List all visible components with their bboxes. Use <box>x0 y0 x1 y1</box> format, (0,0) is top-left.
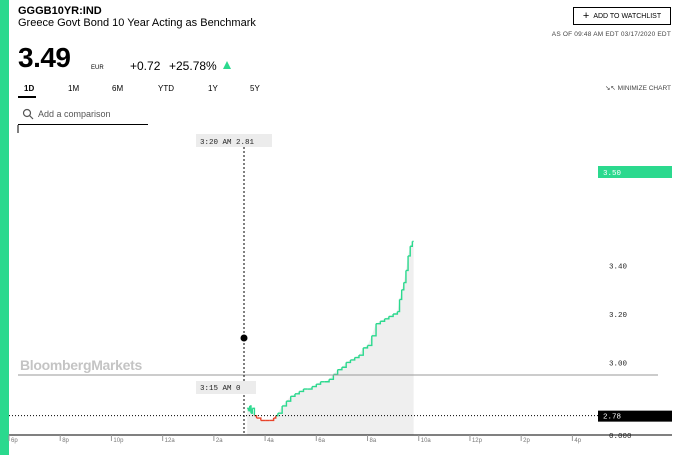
price-line-segment <box>324 379 330 383</box>
price-line-segment <box>399 289 403 301</box>
search-icon <box>22 108 34 120</box>
area-fill <box>247 241 414 435</box>
price-line-segment <box>290 393 296 397</box>
price-line-segment <box>363 345 369 349</box>
price-line-segment <box>397 299 401 313</box>
price-change: +0.72 <box>130 59 161 73</box>
price-line-segment <box>358 347 364 356</box>
currency-label: EUR <box>91 65 104 71</box>
price-line-segment <box>316 381 322 385</box>
price-line-segment <box>393 311 399 315</box>
watermark-text: BloombergMarkets <box>20 357 143 373</box>
price-line-segment <box>251 408 253 414</box>
price-line-segment <box>401 282 405 291</box>
accent-bar <box>0 0 9 455</box>
previous-close-tag <box>598 410 672 422</box>
price-line-segment <box>282 401 288 407</box>
price-line-segment <box>269 418 275 422</box>
price-line-segment <box>277 405 283 414</box>
price-line-segment <box>350 357 356 361</box>
crosshair-bottom-label: 3:15 AM 0 <box>200 385 241 393</box>
price-change-percent: +25.78% <box>169 59 217 73</box>
security-name: Greece Govt Bond 10 Year Acting as Bench… <box>18 17 256 29</box>
x-tick-label: 6p <box>11 438 18 444</box>
price-line-segment <box>371 323 377 337</box>
price-line-segment <box>273 415 277 419</box>
ticker-symbol: GGGB10YR:IND <box>18 5 102 17</box>
tab-6m[interactable]: 6M <box>112 84 124 93</box>
tab-1y[interactable]: 1Y <box>208 84 218 93</box>
price-line-segment <box>252 407 256 416</box>
minimize-chart-button[interactable]: ↘↖ MINIMIZE CHART <box>605 84 671 92</box>
price-line-segment <box>286 396 292 402</box>
x-tick-label: 4p <box>574 438 581 444</box>
price-line-segment <box>367 335 373 347</box>
add-to-watchlist-button[interactable]: + ADD TO WATCHLIST <box>573 7 671 25</box>
current-value-tag <box>598 166 672 178</box>
price-line-segment <box>312 384 318 388</box>
price-line-segment <box>403 270 407 284</box>
previous-close-label: 2.78 <box>603 414 621 422</box>
price-line-segment <box>329 374 335 381</box>
price-line-segment <box>247 407 250 411</box>
x-tick-label: 8a <box>370 438 377 444</box>
tab-ytd[interactable]: YTD <box>158 84 174 93</box>
price-line-segment <box>307 386 313 390</box>
price-line-segment <box>248 405 251 412</box>
crosshair-point <box>240 334 248 342</box>
price-line-segment <box>384 316 390 320</box>
x-tick-label: 12p <box>472 438 483 444</box>
add-to-watchlist-label: ADD TO WATCHLIST <box>593 12 662 20</box>
y-tick-label: 3.40 <box>609 264 628 272</box>
price-line-segment <box>337 367 343 371</box>
price-line-segment <box>408 246 411 257</box>
add-comparison-input[interactable] <box>18 103 148 125</box>
price-line-segment <box>376 321 382 325</box>
minimize-chart-label: MINIMIZE CHART <box>617 85 671 92</box>
price-line-segment <box>388 314 394 318</box>
x-tick-label: 10a <box>421 438 432 444</box>
tab-5y[interactable]: 5Y <box>250 84 260 93</box>
x-tick-label: 6a <box>318 438 325 444</box>
price-line-segment <box>249 405 252 414</box>
time-range-tabs: 1D 1M 6M YTD 1Y 5Y <box>18 82 278 98</box>
x-tick-label: 2a <box>216 438 223 444</box>
y-tick-label: 0.000 <box>609 433 632 441</box>
crosshair-top-label-bg <box>196 134 272 147</box>
x-tick-label: 2p <box>523 438 530 444</box>
x-tick-label: 12a <box>165 438 176 444</box>
tab-1d[interactable]: 1D <box>24 84 35 93</box>
tab-1m[interactable]: 1M <box>68 84 80 93</box>
price-line-segment <box>354 355 360 359</box>
price-chart[interactable]: BloombergMarkets 3:20 AM 2.81 3:15 AM 0 3.4… <box>0 125 679 455</box>
price-line-segment <box>410 241 414 247</box>
x-tick-label: 4a <box>267 438 274 444</box>
price-line-segment <box>341 362 347 368</box>
crosshair-top-label: 3:20 AM 2.81 <box>200 139 255 147</box>
y-tick-label: 3.20 <box>609 312 628 320</box>
as-of-timestamp: AS OF 09:48 AM EDT 03/17/2020 EDT <box>551 31 671 38</box>
last-price: 3.49 <box>18 42 71 73</box>
price-line-segment <box>299 389 305 393</box>
current-value-label: 3.50 <box>603 170 622 178</box>
y-tick-label: 3.00 <box>609 360 628 368</box>
plus-icon: + <box>582 9 590 22</box>
price-line-segment <box>294 391 300 395</box>
price-line-segment <box>346 359 352 364</box>
crosshair-bottom-label-bg <box>196 381 256 394</box>
price-line-segment <box>380 318 386 322</box>
x-tick-label: 10p <box>113 438 124 444</box>
active-tab-indicator <box>18 96 36 98</box>
collapse-icon: ↘↖ <box>604 85 616 92</box>
x-tick-label: 8p <box>62 438 69 444</box>
price-line-segment <box>405 255 409 272</box>
price-line-segment <box>256 417 262 421</box>
up-arrow-icon <box>223 61 231 69</box>
